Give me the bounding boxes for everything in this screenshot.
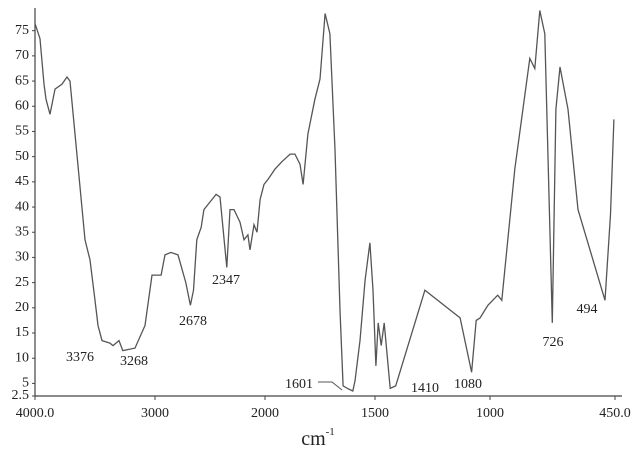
x-tick-label: 1500 [361,406,389,421]
leader-line [318,381,343,391]
y-tick-label: 55 [15,124,29,139]
y-tick-label: 25 [15,275,29,290]
spectrum-line [34,10,615,392]
peak-label: 3268 [120,354,148,369]
peak-label: 3376 [66,350,94,365]
x-label-sup: -1 [326,426,335,438]
x-label-text: cm [301,428,326,450]
x-tick-label: 3000 [141,406,169,421]
peak-label: 1410 [411,381,439,396]
y-tick-label: 70 [15,48,29,63]
y-tick-label: 35 [15,224,29,239]
x-tick-label: 2000 [251,406,279,421]
y-tick-label: 30 [15,250,29,265]
x-tick-label: 1000 [476,406,504,421]
peak-label: 2678 [179,314,207,329]
y-tick-label: 40 [15,199,29,214]
y-tick-label: 65 [15,73,29,88]
peak-label: 1601 [285,377,313,392]
y-tick-label: 15 [15,325,29,340]
peak-label: 494 [577,302,598,317]
peak-label: 2347 [212,273,240,288]
y-tick-label: 10 [15,350,29,365]
x-tick-label: 450.0 [599,406,631,421]
peak-label: 1080 [454,377,482,392]
y-tick-label: 75 [15,23,29,38]
y-tick-label: 20 [15,300,29,315]
y-tick-label: 60 [15,98,29,113]
x-axis-label: cm-1 [301,426,335,450]
y-tick-label: 45 [15,174,29,189]
y-tick-label: 50 [15,149,29,164]
x-tick-label: 4000.0 [16,406,55,421]
y-tick-label: 2.5 [12,388,30,403]
peak-label: 726 [543,335,564,350]
y-tick-label: 5 [22,376,29,391]
